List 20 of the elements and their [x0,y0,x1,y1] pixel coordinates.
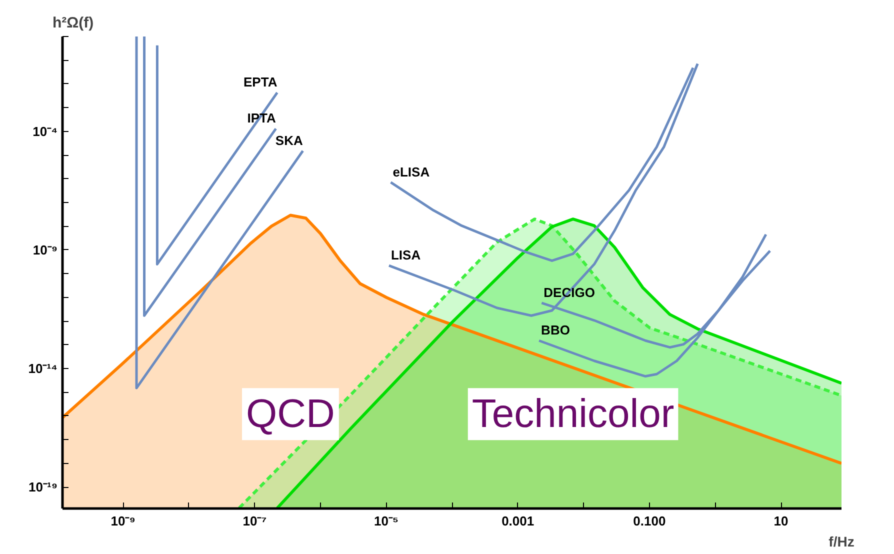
y-tick-label: 10⁻⁴ [32,124,58,139]
x-tick-label: 10⁻⁵ [374,514,399,528]
series-label: Technicolor [472,392,674,436]
series-label: BBO [541,322,570,338]
y-tick-label: 10⁻⁹ [32,242,58,258]
y-tick-label: 10⁻¹⁴ [28,361,58,376]
series-label: SKA [275,132,304,148]
y-tick-label: 10⁻¹⁹ [28,480,58,495]
x-tick-label: 10⁻⁷ [242,514,267,528]
series-label: DECIGO [544,284,595,300]
series-label: LISA [390,248,422,263]
x-tick-label: 10 [774,514,788,528]
series-label: eLISA [392,164,430,180]
series-label: QCD [246,392,335,436]
x-tick-label: 10⁻⁹ [110,514,136,528]
y-axis-title: h²Ω(f) [52,14,94,32]
x-axis-title: f/Hz [828,534,854,550]
series-label: EPTA [243,74,278,90]
x-tick-label: 0.100 [633,514,666,528]
x-tick-label: 0.001 [502,514,534,528]
